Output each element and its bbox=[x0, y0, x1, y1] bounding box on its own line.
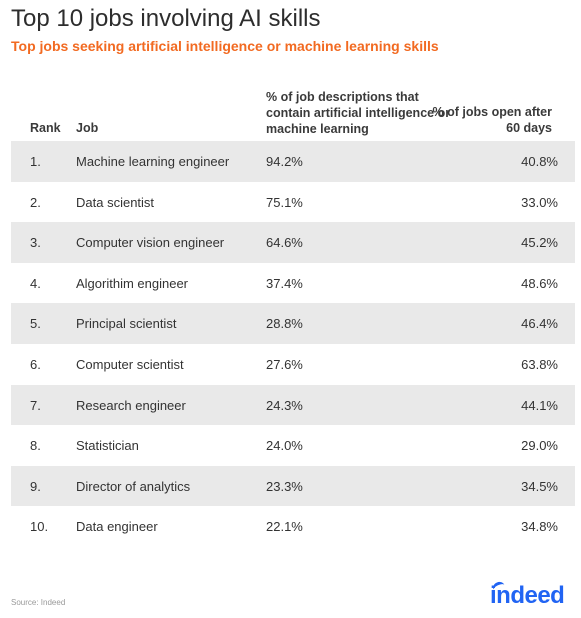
rank-cell: 6. bbox=[30, 356, 41, 372]
job-cell: Statistician bbox=[76, 438, 139, 454]
pct-open-cell: 34.5% bbox=[521, 478, 558, 494]
table-row: 2. Data scientist 75.1% 33.0% bbox=[11, 182, 575, 223]
pct-open-cell: 63.8% bbox=[521, 356, 558, 372]
rank-cell: 7. bbox=[30, 397, 41, 413]
table-row: 10. Data engineer 22.1% 34.8% bbox=[11, 506, 575, 547]
jobs-table: 1. Machine learning engineer 94.2% 40.8% 2. D… bbox=[11, 141, 575, 547]
table-row: 3. Computer vision engineer 64.6% 45.2% bbox=[11, 222, 575, 263]
pct-ai-cell: 28.8% bbox=[266, 316, 303, 332]
pct-open-cell: 46.4% bbox=[521, 316, 558, 332]
pct-open-cell: 44.1% bbox=[521, 397, 558, 413]
rank-cell: 9. bbox=[30, 478, 41, 494]
pct-open-cell: 34.8% bbox=[521, 519, 558, 535]
header-pct-open: % of jobs open after 60 days bbox=[432, 105, 552, 135]
header-pct-ai: % of job descriptions that contain artif… bbox=[266, 90, 451, 136]
pct-open-cell: 48.6% bbox=[521, 275, 558, 291]
rank-cell: 5. bbox=[30, 316, 41, 332]
table-row: 6. Computer scientist 27.6% 63.8% bbox=[11, 344, 575, 385]
job-cell: Algorithim engineer bbox=[76, 275, 189, 291]
source-note: Source: Indeed bbox=[11, 598, 66, 607]
job-cell: Machine learning engineer bbox=[76, 154, 230, 169]
job-cell: Principal scientist bbox=[76, 316, 177, 332]
table-row: 8. Statistician 24.0% 29.0% bbox=[11, 425, 575, 466]
header-rank: Rank bbox=[30, 121, 61, 135]
pct-open-cell: 29.0% bbox=[521, 438, 558, 454]
job-cell: Research engineer bbox=[76, 397, 186, 413]
pct-open-cell: 40.8% bbox=[521, 154, 558, 169]
table-row: 4. Algorithim engineer 37.4% 48.6% bbox=[11, 263, 575, 304]
pct-open-cell: 45.2% bbox=[521, 235, 558, 251]
pct-ai-cell: 24.3% bbox=[266, 397, 303, 413]
rank-cell: 2. bbox=[30, 194, 41, 210]
rank-cell: 3. bbox=[30, 235, 41, 251]
pct-ai-cell: 27.6% bbox=[266, 356, 303, 372]
pct-ai-cell: 64.6% bbox=[266, 235, 303, 251]
header-job: Job bbox=[76, 121, 99, 135]
job-cell: Computer vision engineer bbox=[76, 235, 225, 251]
job-cell: Data engineer bbox=[76, 519, 158, 535]
pct-ai-cell: 94.2% bbox=[266, 154, 303, 169]
rank-cell: 1. bbox=[30, 154, 41, 169]
pct-ai-cell: 23.3% bbox=[266, 478, 303, 494]
rank-cell: 10. bbox=[30, 519, 49, 535]
chart-title: Top 10 jobs involving AI skills bbox=[11, 5, 321, 32]
pct-ai-cell: 37.4% bbox=[266, 275, 303, 291]
pct-ai-cell: 24.0% bbox=[266, 438, 303, 454]
rank-cell: 8. bbox=[30, 438, 41, 454]
job-cell: Computer scientist bbox=[76, 356, 184, 372]
table-row: 5. Principal scientist 28.8% 46.4% bbox=[11, 303, 575, 344]
chart-subtitle: Top jobs seeking artificial intelligence… bbox=[11, 38, 439, 54]
rank-cell: 4. bbox=[30, 275, 41, 291]
indeed-logo: indeed bbox=[490, 582, 565, 609]
job-cell: Director of analytics bbox=[76, 478, 191, 494]
pct-ai-cell: 22.1% bbox=[266, 519, 303, 535]
job-cell: Data scientist bbox=[76, 194, 155, 210]
pct-ai-cell: 75.1% bbox=[266, 194, 303, 210]
table-row: 7. Research engineer 24.3% 44.1% bbox=[11, 384, 575, 426]
table-row: 1. Machine learning engineer 94.2% 40.8% bbox=[11, 141, 575, 182]
pct-open-cell: 33.0% bbox=[521, 194, 558, 210]
table-row: 9. Director of analytics 23.3% 34.5% bbox=[11, 465, 575, 507]
